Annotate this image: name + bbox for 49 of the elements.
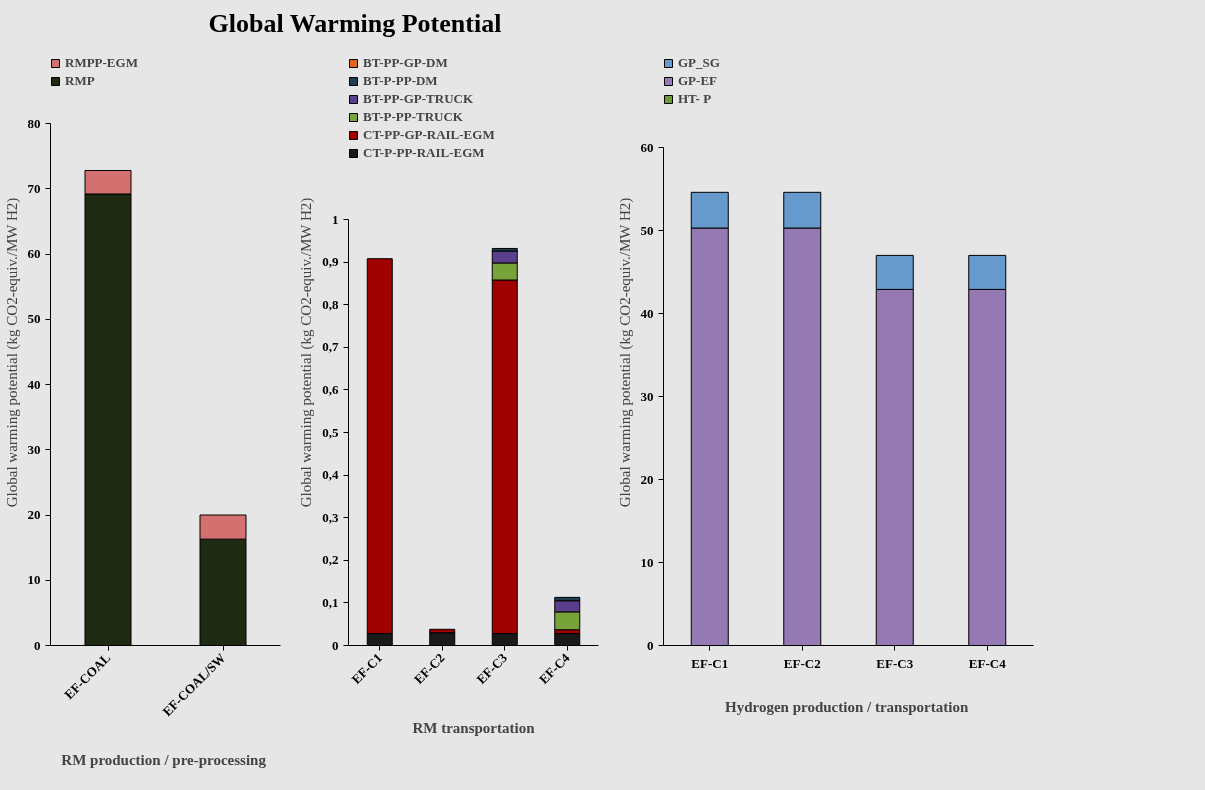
- y-tick-label: 0,2: [322, 552, 339, 568]
- y-tick-label: 50: [27, 311, 41, 327]
- y-tick-label: 40: [640, 305, 654, 321]
- legend-label: BT-P-PP-TRUCK: [363, 109, 463, 125]
- x-tick-label: EF-C3: [876, 655, 914, 671]
- x-axis-title: RM production / pre-processing: [61, 752, 267, 769]
- legend-label: CT-PP-GP-RAIL-EGM: [363, 127, 495, 143]
- y-tick-label: 0: [332, 637, 339, 653]
- y-tick-label: 0: [647, 637, 654, 653]
- legend-label: RMPP-EGM: [65, 55, 138, 71]
- y-tick-label: 0: [34, 637, 41, 653]
- y-tick-label: 30: [640, 388, 654, 404]
- legend-label: RMP: [65, 73, 95, 89]
- y-axis-title: Global warming potential (kg CO2-equiv./MW H2): [3, 197, 21, 508]
- legend-label: BT-PP-GP-DM: [363, 55, 448, 71]
- y-axis-title: Global warming potential (kg CO2-equiv./MW H2): [298, 197, 316, 508]
- y-tick-label: 60: [640, 139, 654, 155]
- y-tick-label: 60: [27, 246, 41, 261]
- y-tick-label: 0,5: [322, 424, 339, 440]
- y-tick-label: 0,1: [322, 594, 339, 610]
- y-axis-title: Global warming potential (kg CO2-equiv./MW H2): [616, 197, 634, 508]
- y-tick-label: 0,3: [322, 509, 339, 525]
- x-tick-label: EF-C4: [968, 655, 1007, 671]
- x-axis-title: RM transportation: [412, 720, 536, 737]
- x-axis-title: Hydrogen production / transportation: [725, 698, 969, 715]
- x-tick-label: EF-C2: [783, 655, 821, 671]
- legend-label: HT- P: [678, 91, 712, 107]
- y-tick-label: 10: [27, 572, 41, 588]
- y-tick-label: 80: [27, 115, 41, 131]
- legend-label: GP_SG: [678, 55, 720, 71]
- y-tick-label: 70: [27, 180, 41, 196]
- y-tick-label: 30: [27, 441, 41, 457]
- y-tick-label: 1: [332, 211, 339, 227]
- legend-label: CT-P-PP-RAIL-EGM: [363, 145, 485, 161]
- legend-label: GP-EF: [678, 73, 717, 89]
- y-tick-label: 40: [27, 376, 41, 392]
- y-tick-label: 0,4: [322, 467, 339, 483]
- legend-label: BT-PP-GP-TRUCK: [363, 91, 474, 107]
- text: Global Warming Potential: [208, 8, 502, 40]
- legend-label: BT-P-PP-DM: [363, 73, 438, 89]
- x-tick-label: EF-C1: [691, 655, 729, 671]
- y-tick-label: 0,9: [322, 254, 339, 270]
- y-tick-label: 50: [640, 222, 654, 238]
- y-tick-label: 10: [640, 554, 654, 570]
- y-tick-label: 0,8: [322, 296, 339, 312]
- y-tick-label: 0,7: [322, 339, 339, 355]
- y-tick-label: 20: [640, 471, 654, 487]
- y-tick-label: 0,6: [322, 381, 339, 397]
- y-tick-label: 20: [27, 507, 41, 522]
